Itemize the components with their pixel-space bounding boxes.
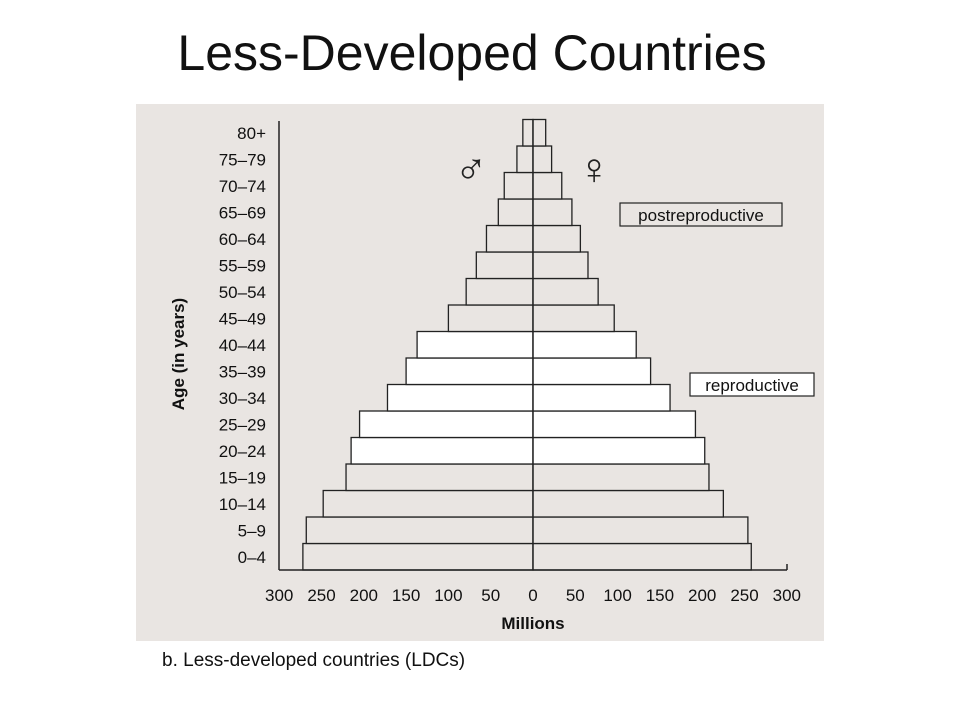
bar-female-25–29	[532, 410, 697, 439]
population-pyramid-chart: 0–4 5–9 10–14 15–19 20–24 25–29 30–34 35–39 40–4…	[136, 104, 824, 641]
axes-layer	[278, 119, 788, 571]
bar-male-80+	[522, 118, 534, 147]
bar-female-60–64	[532, 224, 582, 253]
y-tick-label: 5–9	[238, 521, 266, 540]
y-tick-label: 45–49	[219, 309, 266, 328]
bar-female-10–14	[532, 489, 725, 518]
y-axis-label: Age (in years)	[169, 298, 188, 410]
bar-female-65–69	[532, 198, 573, 227]
bar-female-30–34	[532, 383, 671, 412]
female-symbol: ♀	[578, 145, 611, 194]
bar-male-10–14	[322, 489, 534, 518]
bar-male-15–19	[345, 463, 534, 492]
y-tick-label: 50–54	[219, 283, 266, 302]
bar-female-15–19	[532, 463, 710, 492]
male-icon: ♂	[455, 145, 488, 194]
labels-layer: 0–4 5–9 10–14 15–19 20–24 25–29 30–34 35–39 40–4…	[219, 124, 801, 605]
y-tick-label: 80+	[237, 124, 266, 143]
y-tick-label: 35–39	[219, 362, 266, 381]
bar-female-35–39	[532, 357, 652, 386]
bar-male-45–49	[447, 304, 534, 333]
bar-female-55–59	[532, 251, 589, 280]
x-tick-label-right: 250	[730, 586, 758, 605]
slide-title: Less-Developed Countries	[177, 25, 767, 81]
bar-male-65–69	[497, 198, 534, 227]
bar-male-40–44	[416, 330, 534, 359]
y-tick-label: 0–4	[238, 548, 266, 567]
bar-female-20–24	[532, 436, 706, 465]
y-tick-label: 25–29	[219, 415, 266, 434]
bar-male-25–29	[358, 410, 534, 439]
x-tick-label-right: 50	[566, 586, 585, 605]
bar-male-20–24	[350, 436, 534, 465]
bar-female-0–4	[532, 542, 752, 571]
x-tick-label-left: 200	[350, 586, 378, 605]
bar-male-75–79	[516, 145, 534, 174]
bar-male-35–39	[405, 357, 534, 386]
y-tick-label: 65–69	[219, 203, 266, 222]
x-tick-label-left: 100	[434, 586, 462, 605]
postreproductive-label: postreproductive	[638, 206, 764, 225]
postreproductive-box	[619, 202, 783, 227]
x-tick-label-right: 200	[688, 586, 716, 605]
bar-female-70–74	[532, 171, 563, 200]
y-tick-label: 75–79	[219, 150, 266, 169]
y-tick-label: 60–64	[219, 230, 266, 249]
y-tick-label: 40–44	[219, 336, 266, 355]
postreproductive-annotation: postreproductive	[619, 202, 783, 227]
y-tick-label: 15–19	[219, 468, 266, 487]
bar-female-45–49	[532, 304, 615, 333]
reproductive-label: reproductive	[705, 376, 799, 395]
x-tick-label-left: 250	[307, 586, 335, 605]
bar-male-5–9	[305, 516, 534, 545]
chart-panel: 0–4 5–9 10–14 15–19 20–24 25–29 30–34 35–39 40–4…	[136, 104, 824, 641]
bar-female-50–54	[532, 277, 599, 306]
bar-male-55–59	[475, 251, 534, 280]
bar-male-50–54	[465, 277, 534, 306]
bar-female-5–9	[532, 516, 749, 545]
x-axis-label: Millions	[501, 614, 564, 633]
bar-male-60–64	[485, 224, 534, 253]
x-tick-label-left: 150	[392, 586, 420, 605]
bar-female-80+	[532, 118, 547, 147]
y-tick-label: 10–14	[219, 495, 266, 514]
bar-male-0–4	[302, 542, 534, 571]
bar-female-40–44	[532, 330, 637, 359]
male-symbol: ♂	[455, 145, 488, 194]
x-tick-label-right: 150	[646, 586, 674, 605]
x-tick-label-left: 0	[528, 586, 537, 605]
bar-male-30–34	[386, 383, 534, 412]
x-tick-label-left: 300	[265, 586, 293, 605]
y-tick-label: 30–34	[219, 389, 266, 408]
bar-female-75–79	[532, 145, 553, 174]
x-tick-label-left: 50	[481, 586, 500, 605]
reproductive-box	[689, 372, 815, 397]
reproductive-annotation: reproductive	[689, 372, 815, 397]
y-tick-label: 20–24	[219, 442, 266, 461]
figure-caption: b. Less-developed countries (LDCs)	[162, 650, 466, 671]
y-tick-label: 70–74	[219, 177, 266, 196]
bar-male-70–74	[503, 171, 534, 200]
y-tick-label: 55–59	[219, 256, 266, 275]
x-tick-label-right: 100	[603, 586, 631, 605]
female-icon: ♀	[578, 145, 611, 194]
x-tick-label-right: 300	[773, 586, 801, 605]
